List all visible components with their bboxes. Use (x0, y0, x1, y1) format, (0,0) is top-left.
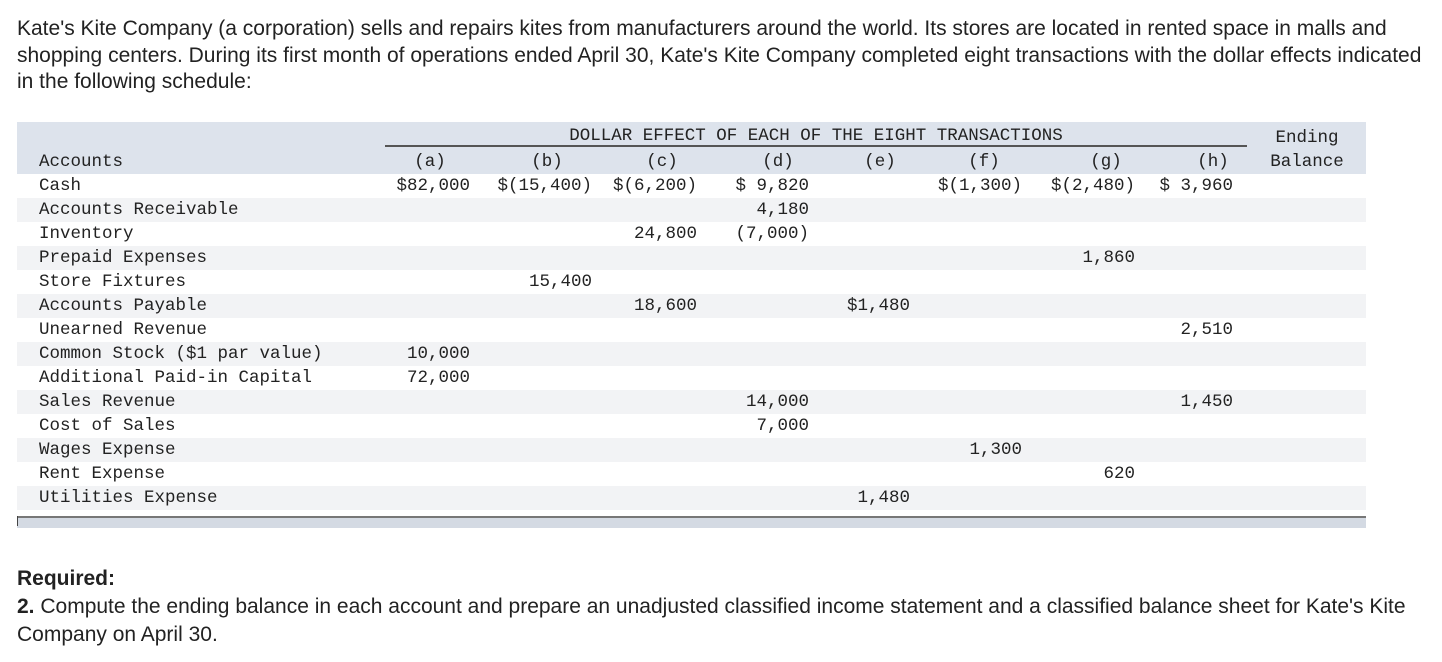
amount-cell-b: $(15,400) (497, 176, 592, 196)
amount-cell-f: 1,300 (969, 440, 1022, 460)
account-name: Utilities Expense (39, 488, 218, 508)
amount-cell-h: $ 3,960 (1159, 176, 1233, 196)
table-row: Sales Revenue 14,000 1,450 (17, 390, 1366, 414)
table-row: Accounts Receivable 4,180 (17, 198, 1366, 222)
amount-cell-g: 1,860 (1082, 248, 1135, 268)
ending-balance-cell (1257, 486, 1357, 510)
amount-cell-d: 7,000 (756, 416, 809, 436)
ending-balance-cell (1257, 222, 1357, 246)
table-row: Inventory 24,800 (7,000) (17, 222, 1366, 246)
account-name: Inventory (39, 224, 134, 244)
amount-cell-c: $(6,200) (612, 176, 697, 196)
required-section: Required: 2. Compute the ending balance … (17, 565, 1427, 649)
account-name: Unearned Revenue (39, 320, 208, 340)
amount-cell-d: $ 9,820 (735, 176, 809, 196)
account-name: Accounts Payable (39, 296, 208, 316)
amount-cell-h: 1,450 (1180, 392, 1233, 412)
required-number: 2. (17, 595, 35, 618)
amount-cell-a: 72,000 (406, 368, 470, 388)
table-row: Rent Expense 620 (17, 462, 1366, 486)
account-name: Cash (39, 176, 82, 196)
ending-balance-cell (1257, 246, 1357, 270)
ending-balance-cell (1257, 294, 1357, 318)
account-name: Common Stock ($1 par value) (39, 344, 323, 364)
required-text: Compute the ending balance in each accou… (17, 595, 1406, 646)
amount-cell-e: 1,480 (857, 488, 910, 508)
ending-balance-cell (1257, 270, 1357, 294)
amount-cell-d: 4,180 (756, 200, 809, 220)
ending-balance-cell (1257, 438, 1357, 462)
column-header-b: (b) (531, 152, 563, 172)
header-rule (385, 145, 1247, 147)
ending-header-line1: Ending (1275, 128, 1339, 148)
table-row: Cash $82,000 $(15,400) $(6,200) $ 9,820 $(1,3… (17, 174, 1366, 198)
account-name: Cost of Sales (39, 416, 176, 436)
table-header-band (17, 122, 1366, 174)
ending-balance-cell (1257, 318, 1357, 342)
table-row: Store Fixtures 15,400 (17, 270, 1366, 294)
ending-balance-cell (1257, 414, 1357, 438)
column-header-e: (e) (864, 152, 896, 172)
table-row: Utilities Expense 1,480 (17, 486, 1366, 510)
ending-balance-cell (1257, 342, 1357, 366)
ending-balance-cell (1257, 366, 1357, 390)
table-row: Additional Paid-in Capital 72,000 (17, 366, 1366, 390)
intro-paragraph: Kate's Kite Company (a corporation) sell… (17, 17, 1422, 93)
ending-balance-cell (1257, 390, 1357, 414)
column-header-f: (f) (968, 152, 1000, 172)
amount-cell-a: 10,000 (406, 344, 470, 364)
table-row: Common Stock ($1 par value) 10,000 (17, 342, 1366, 366)
account-name: Sales Revenue (39, 392, 176, 412)
column-header-g: (g) (1090, 152, 1122, 172)
amount-cell-b: 15,400 (528, 272, 592, 292)
column-header-c: (c) (646, 152, 678, 172)
amount-cell-d: (7,000) (735, 224, 809, 244)
table-row: Prepaid Expenses 1,860 (17, 246, 1366, 270)
table-row: Cost of Sales 7,000 (17, 414, 1366, 438)
amount-cell-c: 24,800 (633, 224, 697, 244)
table-footer-band (17, 516, 1366, 528)
ending-balance-cell (1257, 462, 1357, 486)
amount-cell-e: $1,480 (846, 296, 910, 316)
accounts-header: Accounts (39, 152, 124, 172)
account-name: Additional Paid-in Capital (39, 368, 313, 388)
required-heading: Required: (17, 567, 116, 590)
ending-balance-cell (1257, 198, 1357, 222)
group-header: DOLLAR EFFECT OF EACH OF THE EIGHT TRANS… (569, 126, 1063, 146)
ending-balance-cell (1257, 174, 1357, 198)
account-name: Store Fixtures (39, 272, 187, 292)
table-row: Unearned Revenue 2,510 (17, 318, 1366, 342)
amount-cell-g: 620 (1103, 464, 1135, 484)
amount-cell-f: $(1,300) (937, 176, 1022, 196)
column-header-a: (a) (414, 152, 446, 172)
account-name: Wages Expense (39, 440, 176, 460)
table-row: Wages Expense 1,300 (17, 438, 1366, 462)
amount-cell-h: 2,510 (1180, 320, 1233, 340)
transactions-table: DOLLAR EFFECT OF EACH OF THE EIGHT TRANS… (17, 122, 1366, 528)
account-name: Rent Expense (39, 464, 166, 484)
table-row: Accounts Payable 18,600 $1,480 (17, 294, 1366, 318)
account-name: Prepaid Expenses (39, 248, 208, 268)
column-header-h: (h) (1197, 152, 1229, 172)
amount-cell-a: $82,000 (396, 176, 470, 196)
ending-header-line2: Balance (1270, 152, 1344, 172)
amount-cell-c: 18,600 (633, 296, 697, 316)
table-footer-tick (17, 516, 18, 526)
amount-cell-g: $(2,480) (1050, 176, 1135, 196)
column-header-d: (d) (762, 152, 794, 172)
amount-cell-d: 14,000 (745, 392, 809, 412)
account-name: Accounts Receivable (39, 200, 239, 220)
